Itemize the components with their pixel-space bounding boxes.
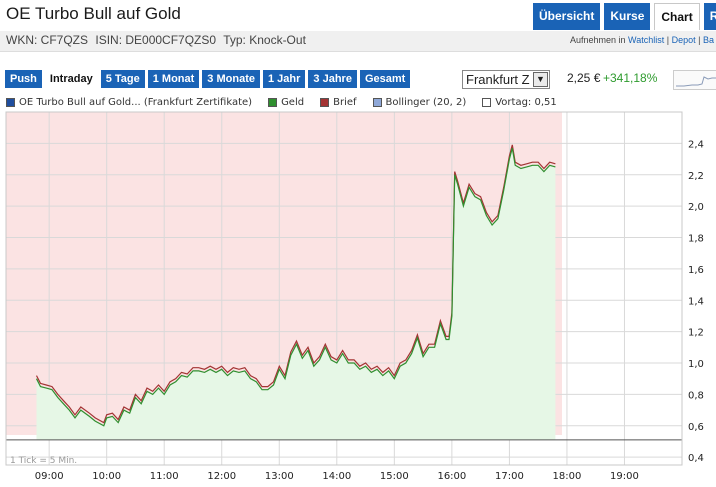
- range-3-jahre[interactable]: 3 Jahre: [308, 70, 357, 88]
- sparkline-icon: [676, 76, 716, 87]
- separator: |: [698, 35, 701, 45]
- range-5-tage[interactable]: 5 Tage: [100, 70, 145, 88]
- tab-more[interactable]: R: [703, 3, 716, 30]
- y-tick-label: 1,2: [688, 328, 704, 339]
- isin-label: ISIN: DE000CF7QZS0: [95, 33, 217, 47]
- range-intraday[interactable]: Intraday: [44, 70, 98, 88]
- legend-item-geld[interactable]: Geld: [268, 95, 304, 109]
- range-tabs: Push Intraday 5 Tage 1 Monat 3 Monate 1 …: [5, 70, 411, 88]
- y-tick-label: 1,4: [688, 296, 704, 307]
- legend-swatch: [6, 97, 15, 107]
- price-change: +341,18%: [603, 71, 658, 85]
- legend-swatch: [482, 97, 492, 107]
- legend-item-instrument[interactable]: OE Turbo Bull auf Gold... (Frankfurt Zer…: [6, 95, 252, 109]
- tab-uebersicht[interactable]: Übersicht: [533, 3, 601, 30]
- info-bar: WKN: CF7QZS ISIN: DE000CF7QZS0 Typ: Knoc…: [0, 31, 716, 52]
- legend-swatch: [320, 97, 330, 107]
- range-gesamt[interactable]: Gesamt: [359, 70, 411, 88]
- chart-frame: [5, 111, 683, 466]
- y-tick-label: 1,8: [688, 234, 704, 245]
- x-tick-label: 11:00: [150, 471, 179, 482]
- x-tick-label: 10:00: [92, 471, 121, 482]
- y-tick-label: 2,0: [688, 202, 704, 213]
- y-tick-label: 1,6: [688, 265, 704, 276]
- legend-swatch: [268, 97, 278, 107]
- x-tick-label: 14:00: [322, 471, 351, 482]
- x-tick-label: 19:00: [610, 471, 639, 482]
- dropdown-arrow-icon[interactable]: ▼: [533, 72, 548, 87]
- page-title: OE Turbo Bull auf Gold: [6, 4, 181, 23]
- exchange-value: Frankfurt Z: [466, 72, 530, 87]
- watchlist-prefix: Aufnehmen in: [569, 35, 626, 45]
- y-axis: 0,4 0,6 0,8 1,0 1,2 1,4 1,6 1,8 2,0 2,2 2,4: [688, 139, 704, 464]
- depot-link[interactable]: Depot: [671, 35, 696, 45]
- chart-legend: OE Turbo Bull auf Gold... (Frankfurt Zer…: [6, 95, 573, 109]
- x-tick-label: 17:00: [495, 471, 524, 482]
- tab-kurse[interactable]: Kurse: [604, 3, 651, 30]
- watchlist-link[interactable]: Watchlist: [628, 35, 665, 45]
- x-axis: 09:00 10:00 11:00 12:00 13:00 14:00 15:00 16:00…: [35, 471, 639, 482]
- legend-item-brief[interactable]: Brief: [320, 95, 357, 109]
- chart-bg-empty: [562, 112, 682, 465]
- tab-chart[interactable]: Chart: [654, 3, 700, 30]
- security-ids: WKN: CF7QZS ISIN: DE000CF7QZS0 Typ: Knoc…: [6, 33, 310, 47]
- legend-label: Geld: [281, 96, 305, 108]
- y-tick-label: 2,4: [688, 139, 704, 150]
- y-tick-label: 2,2: [688, 171, 704, 182]
- series-line-brief: [35, 144, 556, 424]
- range-1-monat[interactable]: 1 Monat: [147, 70, 200, 88]
- range-push[interactable]: Push: [5, 70, 42, 88]
- chart-area-fill: [36, 148, 556, 440]
- range-3-monate[interactable]: 3 Monate: [202, 70, 260, 88]
- separator: |: [666, 35, 670, 45]
- legend-label: OE Turbo Bull auf Gold... (Frankfurt Zer…: [19, 96, 253, 108]
- legend-label: Bollinger (20, 2): [385, 96, 467, 108]
- y-tick-label: 0,4: [688, 453, 704, 464]
- type-label: Typ: Knock-Out: [223, 33, 306, 47]
- legend-label: Vortag: 0,51: [495, 96, 557, 108]
- legend-item-vortag[interactable]: Vortag: 0,51: [482, 95, 557, 109]
- x-tick-label: 13:00: [265, 471, 294, 482]
- y-tick-label: 1,0: [688, 359, 704, 370]
- legend-item-bollinger[interactable]: Bollinger (20, 2): [372, 95, 467, 109]
- series-line-geld: [35, 147, 556, 427]
- x-tick-label: 09:00: [35, 471, 64, 482]
- tick-note: 1 Tick = 5 Min.: [10, 456, 77, 466]
- wkn-label: WKN: CF7QZS: [6, 33, 89, 47]
- x-tick-label: 18:00: [553, 471, 582, 482]
- top-tabs: Übersicht Kurse Chart R: [533, 3, 716, 30]
- sparkline-thumbnail[interactable]: [673, 70, 716, 90]
- more-link[interactable]: Ba: [702, 35, 714, 45]
- x-tick-label: 12:00: [207, 471, 236, 482]
- range-1-jahr[interactable]: 1 Jahr: [262, 70, 306, 88]
- x-tick-label: 15:00: [380, 471, 409, 482]
- y-tick-label: 0,6: [688, 422, 704, 433]
- legend-label: Brief: [333, 96, 357, 108]
- exchange-select[interactable]: Frankfurt Z ▼: [462, 70, 550, 89]
- watchlist-actions: Aufnehmen in Watchlist | Depot | Ba: [570, 35, 714, 45]
- x-tick-label: 16:00: [437, 471, 466, 482]
- legend-swatch: [372, 97, 382, 107]
- y-tick-label: 0,8: [688, 390, 704, 401]
- last-price: 2,25 €: [567, 71, 601, 85]
